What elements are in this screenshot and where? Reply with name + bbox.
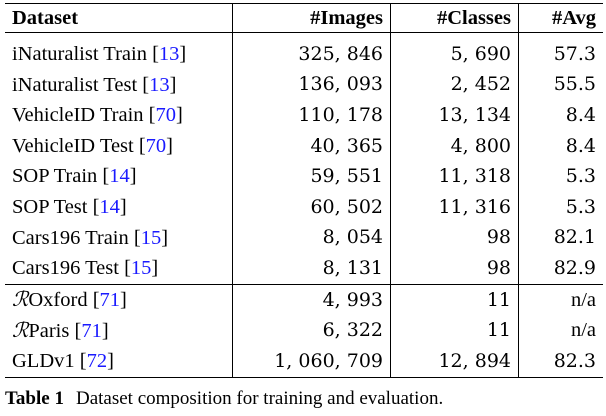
- citation-link[interactable]: 14: [99, 196, 120, 219]
- cell-dataset: VehicleID Test [70]: [12, 134, 173, 157]
- citation-link[interactable]: 71: [81, 319, 102, 342]
- cell-avg: 8.4: [518, 100, 603, 131]
- cell-classes: 11, 316: [390, 191, 519, 223]
- citation-link[interactable]: 71: [99, 289, 121, 312]
- table-caption: Table 1 Dataset composition for training …: [5, 388, 443, 410]
- header-avg: #Avg: [518, 3, 603, 33]
- cell-classes: 2, 452: [390, 69, 519, 101]
- table-row: VehicleID Test [70] 40, 365 4, 800 8.4: [5, 130, 603, 162]
- table-row: Cars196 Test [15] 8, 131 98 82.9: [5, 253, 603, 285]
- cell-dataset: GLDv1 [72]: [5, 345, 233, 378]
- cell-images: 110, 178: [232, 100, 391, 131]
- table-row: ℛOxford [71] 4, 993 11 n/a: [5, 283, 603, 316]
- cell-classes: 11, 318: [390, 161, 519, 192]
- cell-classes: 13, 134: [390, 100, 519, 131]
- cell-avg: 82.9: [518, 253, 603, 285]
- dataset-name: iNaturalist Test: [12, 73, 138, 96]
- table-row: SOP Train [14] 59, 551 11, 318 5.3: [5, 161, 603, 192]
- cell-images: 325, 846: [232, 31, 391, 70]
- header-images: #Images: [232, 3, 391, 33]
- script-r-prefix: ℛ: [12, 317, 29, 342]
- cell-images: 1, 060, 709: [232, 345, 391, 378]
- table-row: GLDv1 [72] 1, 060, 709 12, 894 82.3: [5, 345, 603, 378]
- cell-images: 4, 993: [232, 283, 391, 316]
- cell-classes: 98: [390, 222, 519, 254]
- cell-dataset: iNaturalist Test [13]: [12, 73, 177, 96]
- cell-dataset: iNaturalist Train [13]: [5, 31, 233, 70]
- cell-dataset: SOP Train [14]: [12, 165, 137, 188]
- dataset-name: iNaturalist Train: [12, 43, 147, 66]
- cell-avg: n/a: [518, 283, 603, 316]
- header-classes: #Classes: [390, 3, 519, 33]
- cell-images: 40, 365: [232, 130, 391, 162]
- dataset-name: Oxford: [28, 289, 88, 312]
- cell-avg: 82.1: [518, 222, 603, 254]
- dataset-name: VehicleID Test: [12, 134, 134, 157]
- dataset-name: VehicleID Train: [12, 104, 144, 127]
- cell-images: 8, 054: [232, 222, 391, 254]
- cell-classes: 5, 690: [390, 31, 519, 70]
- table-row: iNaturalist Train [13] 325, 846 5, 690 57.3: [5, 31, 603, 70]
- cell-dataset: Cars196 Train [15]: [12, 226, 169, 249]
- table-row: iNaturalist Test [13] 136, 093 2, 452 55.5: [5, 69, 603, 101]
- cell-avg: 8.4: [518, 130, 603, 162]
- cell-classes: 11: [390, 315, 519, 346]
- dataset-name: SOP Test: [12, 196, 88, 219]
- caption-label: Table 1: [5, 388, 64, 409]
- cell-dataset: SOP Test [14]: [12, 196, 127, 219]
- dataset-name: Cars196 Train: [12, 226, 129, 249]
- table-row: VehicleID Train [70] 110, 178 13, 134 8.4: [5, 100, 603, 131]
- cell-classes: 11: [390, 283, 519, 316]
- header-dataset: Dataset: [5, 3, 233, 33]
- table-body: iNaturalist Train [13] 325, 846 5, 690 57.3…: [5, 31, 603, 378]
- dataset-name: SOP Train: [12, 165, 98, 188]
- table-row: SOP Test [14] 60, 502 11, 316 5.3: [5, 191, 603, 223]
- cell-avg: 5.3: [518, 161, 603, 192]
- cell-dataset: ℛParis [71]: [12, 317, 109, 342]
- dataset-table: Dataset #Images #Classes #Avg iNaturalis…: [5, 3, 603, 378]
- cell-classes: 4, 800: [390, 130, 519, 162]
- cell-avg: 55.5: [518, 69, 603, 101]
- dataset-name: Paris: [28, 319, 70, 342]
- cell-images: 8, 131: [232, 253, 391, 285]
- cell-avg: n/a: [518, 315, 603, 346]
- caption-text: Dataset composition for training and eva…: [75, 388, 444, 409]
- cell-dataset: Cars196 Test [15]: [12, 257, 159, 280]
- script-r-prefix: ℛ: [12, 287, 29, 312]
- dataset-name: GLDv1: [12, 349, 75, 372]
- table-row: Cars196 Train [15] 8, 054 98 82.1: [5, 222, 603, 254]
- citation-link[interactable]: 15: [140, 226, 162, 249]
- citation-link[interactable]: 13: [149, 73, 170, 96]
- table-row: ℛParis [71] 6, 322 11 n/a: [5, 315, 603, 346]
- cell-dataset: ℛOxford [71]: [5, 283, 233, 316]
- cell-images: 6, 322: [232, 315, 391, 346]
- cell-images: 59, 551: [232, 161, 391, 192]
- cell-avg: 82.3: [518, 345, 603, 378]
- cell-classes: 98: [390, 253, 519, 285]
- citation-link[interactable]: 13: [158, 43, 180, 66]
- cell-images: 60, 502: [232, 191, 391, 223]
- cell-avg: 5.3: [518, 191, 603, 223]
- dataset-name: Cars196 Test: [12, 257, 119, 280]
- header-row: Dataset #Images #Classes #Avg: [5, 3, 603, 33]
- cell-avg: 57.3: [518, 31, 603, 70]
- citation-link[interactable]: 15: [130, 257, 152, 280]
- citation-link[interactable]: 70: [145, 134, 167, 157]
- citation-link[interactable]: 14: [109, 165, 130, 188]
- citation-link[interactable]: 70: [155, 104, 176, 127]
- cell-images: 136, 093: [232, 69, 391, 101]
- cell-classes: 12, 894: [390, 345, 519, 378]
- cell-dataset: VehicleID Train [70]: [12, 104, 183, 127]
- citation-link[interactable]: 72: [86, 349, 108, 372]
